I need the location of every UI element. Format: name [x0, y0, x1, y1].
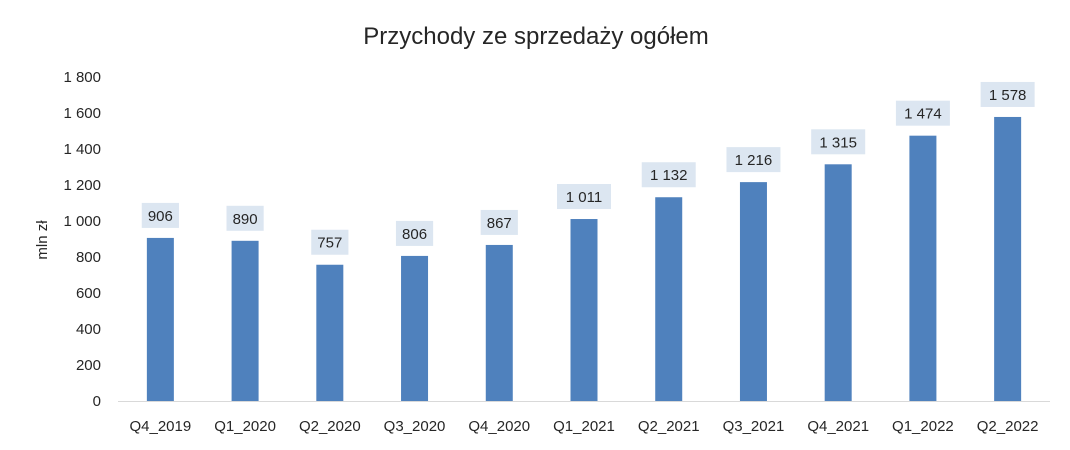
data-label: 757: [317, 235, 342, 252]
data-label-box: [980, 81, 1035, 107]
x-tick-label: Q1_2022: [892, 418, 954, 435]
bars: 906 890 757 806 867 1 011 1 132 1 216 1 315 1 474…: [141, 81, 1035, 402]
y-tick-label: 1 600: [63, 105, 101, 122]
y-tick-label: 1 400: [63, 141, 101, 158]
x-tick-label: Q1_2020: [214, 418, 276, 435]
data-label-box: [895, 100, 950, 126]
y-tick-label: 200: [76, 357, 101, 374]
x-tick-label: Q2_2021: [638, 418, 700, 435]
data-label-box: [811, 129, 866, 155]
x-tick-label: Q3_2020: [384, 418, 446, 435]
data-label: 890: [233, 211, 258, 228]
data-label: 806: [402, 226, 427, 243]
bar: [570, 219, 598, 401]
y-tick-label: 1 200: [63, 177, 101, 194]
data-label: 1 578: [989, 87, 1027, 104]
data-label-box: [395, 220, 434, 246]
bar: [824, 164, 852, 401]
bar: [994, 116, 1022, 402]
x-tick-label: Q4_2020: [468, 418, 530, 435]
x-tick-label: Q4_2021: [807, 418, 869, 435]
chart-title: Przychody ze sprzedaży ogółem: [363, 23, 709, 50]
data-label-box: [141, 202, 179, 228]
bar: [401, 255, 429, 401]
x-tick-label: Q1_2021: [553, 418, 615, 435]
data-label: 1 132: [650, 167, 688, 184]
x-tick-label: Q3_2021: [723, 418, 785, 435]
data-label: 1 216: [735, 152, 773, 169]
data-label: 1 474: [904, 106, 942, 123]
bar: [146, 237, 174, 401]
data-label: 1 011: [566, 189, 602, 206]
data-label: 867: [487, 215, 512, 232]
y-tick-label: 1 000: [63, 213, 101, 230]
data-label-box: [226, 205, 264, 231]
x-axis: Q4_2019 Q1_2020 Q2_2020 Q3_2020 Q4_2020 Q1_20…: [129, 418, 1038, 435]
data-label-box: [480, 209, 518, 235]
bar: [739, 182, 767, 401]
y-tick-label: 600: [76, 285, 101, 302]
data-label: 906: [148, 208, 173, 225]
data-label-box: [311, 229, 349, 255]
y-axis: 0 200 400 600 800 1 000 1 200 1 400 1 600 1 800: [63, 69, 101, 410]
bar: [909, 135, 937, 401]
data-label-box: [641, 162, 696, 188]
y-tick-label: 1 800: [63, 69, 101, 86]
bar: [316, 264, 344, 401]
y-tick-label: 0: [93, 393, 101, 410]
bar: [655, 197, 683, 401]
data-label: 1 315: [819, 134, 857, 151]
y-axis-label: mln zł: [34, 220, 51, 260]
x-tick-label: Q4_2019: [129, 418, 191, 435]
bar: [485, 244, 513, 401]
x-tick-label: Q2_2020: [299, 418, 361, 435]
data-label-box: [557, 184, 611, 210]
bar: [231, 240, 259, 401]
data-label-box: [726, 147, 781, 173]
y-tick-label: 400: [76, 321, 101, 338]
x-tick-label: Q2_2022: [977, 418, 1039, 435]
y-tick-label: 800: [76, 249, 101, 266]
